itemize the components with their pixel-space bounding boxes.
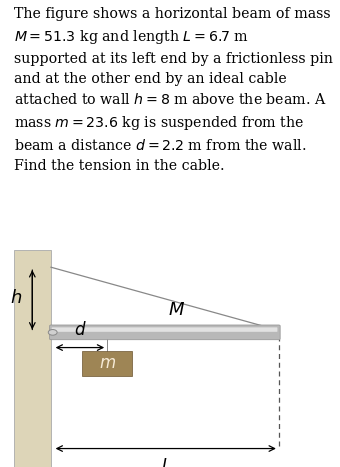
Text: $M$: $M$ [168, 301, 185, 319]
Bar [14, 250, 51, 467]
FancyBboxPatch shape [50, 325, 280, 340]
Text: The figure shows a horizontal beam of mass
$M = 51.3$ kg and length $L = 6.7$ m
: The figure shows a horizontal beam of ma… [14, 7, 333, 173]
Circle shape [48, 330, 57, 335]
FancyBboxPatch shape [52, 327, 277, 332]
Bar [82, 351, 132, 376]
Text: $L$: $L$ [160, 458, 171, 467]
Text: $d$: $d$ [73, 321, 86, 339]
Text: $h$: $h$ [10, 289, 22, 307]
Text: $m$: $m$ [99, 355, 116, 372]
